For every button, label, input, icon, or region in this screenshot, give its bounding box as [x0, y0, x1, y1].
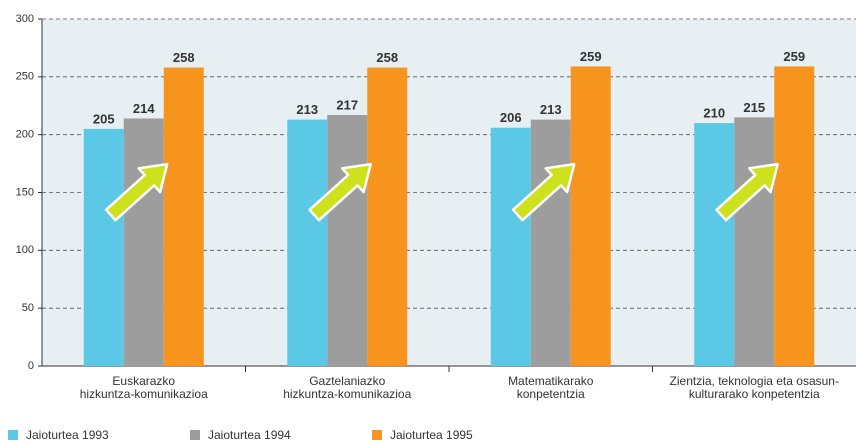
bar [83, 128, 124, 366]
bar [570, 66, 611, 366]
legend-label: Jaioturtea 1994 [208, 428, 291, 442]
bar [734, 117, 775, 366]
value-label: 210 [703, 106, 725, 121]
y-tick-label: 0 [28, 360, 34, 372]
value-label: 213 [296, 102, 318, 117]
y-tick-label: 250 [16, 71, 34, 83]
arrow [308, 162, 372, 222]
x-tick-label: Zientzia, teknologia eta osasun-kulturar… [670, 374, 839, 401]
y-tick-label: 150 [16, 186, 34, 198]
y-tick-label: 200 [16, 129, 34, 141]
value-label: 258 [376, 50, 398, 65]
y-tick-label: 50 [22, 302, 34, 314]
x-tick-label: Gaztelaniazko hizkuntza-komunikazioa [283, 374, 411, 401]
legend-swatch [8, 430, 18, 440]
bar [530, 119, 571, 366]
legend-label: Jaioturtea 1993 [26, 428, 109, 442]
bar [367, 67, 408, 366]
bar [123, 118, 164, 367]
value-label: 217 [336, 97, 358, 112]
value-label: 215 [743, 100, 765, 115]
x-tick-label: Matematikarako konpetentzia [508, 374, 594, 401]
value-label: 205 [93, 111, 115, 126]
legend-label: Jaioturtea 1995 [390, 428, 473, 442]
bar [774, 66, 815, 366]
arrow [715, 162, 779, 222]
x-tick-label: Euskarazko hizkuntza-komunikazioa [80, 374, 208, 401]
value-label: 206 [500, 110, 522, 125]
bar [694, 123, 735, 366]
bar [490, 127, 531, 366]
value-label: 258 [173, 50, 195, 65]
legend-swatch [190, 430, 200, 440]
value-label: 259 [580, 49, 602, 64]
value-label: 259 [783, 49, 805, 64]
y-tick-label: 300 [16, 13, 34, 25]
legend-swatch [372, 430, 382, 440]
y-tick-label: 100 [16, 244, 34, 256]
value-label: 213 [540, 102, 562, 117]
bar [163, 67, 204, 366]
value-label: 214 [133, 101, 155, 116]
arrow [104, 162, 169, 222]
bar [327, 115, 368, 367]
arrow [511, 162, 576, 222]
bar [287, 119, 328, 366]
